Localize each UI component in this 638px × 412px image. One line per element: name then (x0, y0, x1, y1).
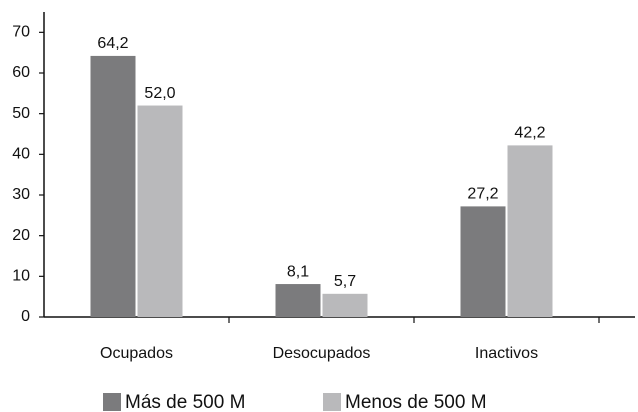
legend-label: Más de 500 M (125, 392, 245, 412)
data-label: 64,2 (97, 35, 128, 52)
x-tick-label: Ocupados (100, 345, 173, 362)
data-label: 8,1 (287, 263, 309, 280)
x-tick-label: Desocupados (273, 345, 371, 362)
legend-label: Menos de 500 M (345, 392, 487, 412)
y-tick-label: 50 (12, 105, 30, 122)
y-tick-label: 70 (12, 24, 30, 41)
data-label: 5,7 (334, 273, 356, 290)
bar (460, 206, 506, 317)
bar (507, 145, 553, 317)
y-tick-label: 60 (12, 64, 30, 81)
y-tick-label: 20 (12, 227, 30, 244)
bar (90, 55, 136, 318)
bar (322, 293, 368, 317)
legend: Más de 500 M Menos de 500 M (103, 392, 487, 412)
data-label: 42,2 (514, 125, 545, 142)
y-tick-label: 0 (21, 308, 30, 325)
y-tick-label: 10 (12, 268, 30, 285)
data-label: 52,0 (144, 85, 175, 102)
legend-swatch (323, 393, 341, 411)
bar (275, 284, 321, 317)
x-tick-label: Inactivos (475, 345, 538, 362)
bar (137, 105, 183, 318)
data-label: 27,2 (467, 186, 498, 203)
y-tick-label: 30 (12, 186, 30, 203)
legend-swatch (103, 393, 121, 411)
y-tick-label: 40 (12, 146, 30, 163)
